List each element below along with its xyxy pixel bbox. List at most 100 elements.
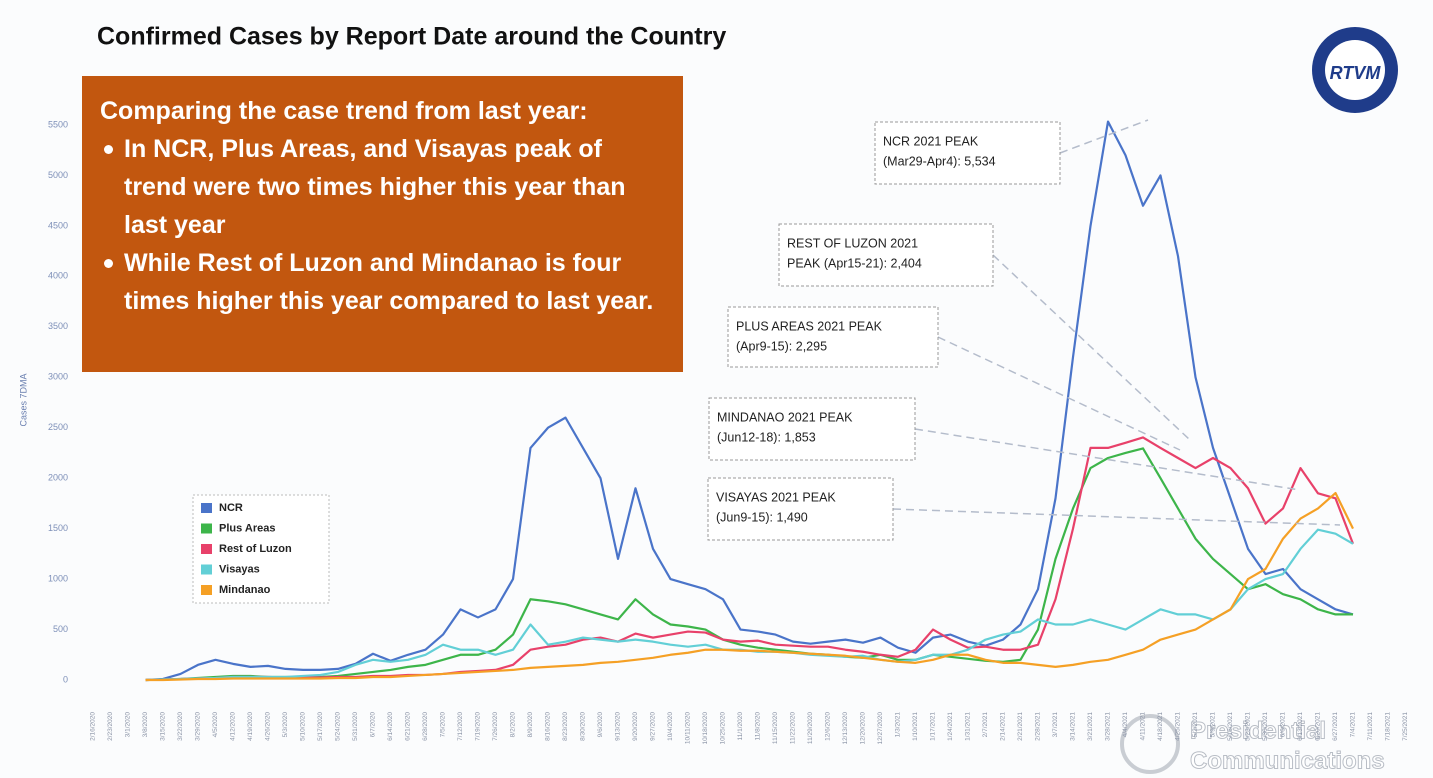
x-tick-label: 7/11/2021 <box>1367 712 1374 741</box>
annotation-text: PLUS AREAS 2021 PEAK <box>736 319 883 333</box>
x-tick-label: 2/14/2021 <box>1000 712 1007 741</box>
x-tick-label: 4/26/2020 <box>265 712 272 741</box>
x-tick-label: 10/11/2020 <box>685 712 692 744</box>
y-tick-label: 1500 <box>48 523 68 533</box>
x-tick-label: 1/17/2021 <box>930 712 937 741</box>
x-tick-label: 4/19/2020 <box>247 712 254 741</box>
annotation-text: VISAYAS 2021 PEAK <box>716 490 836 504</box>
x-tick-label: 5/3/2020 <box>282 712 289 738</box>
x-tick-label: 11/15/2020 <box>772 712 779 744</box>
y-axis-label: Cases 7DMA <box>18 373 28 426</box>
x-tick-label: 12/20/2020 <box>860 712 867 745</box>
annotation-box <box>708 397 916 461</box>
x-tick-label: 5/17/2020 <box>317 712 324 741</box>
x-tick-label: 9/13/2020 <box>615 712 622 741</box>
x-tick-label: 3/7/2021 <box>1052 712 1059 738</box>
logo-text: RTVM <box>1330 63 1382 83</box>
annotation-text: REST OF LUZON 2021 <box>787 236 918 250</box>
x-tick-label: 11/29/2020 <box>807 712 814 744</box>
x-tick-label: 9/20/2020 <box>632 712 639 741</box>
callout-heading: Comparing the case trend from last year: <box>100 97 588 125</box>
x-tick-label: 7/25/2021 <box>1402 712 1409 741</box>
annotation-text: PEAK (Apr15-21): 2,404 <box>787 256 922 270</box>
callout-list: In NCR, Plus Areas, and Visayas peak of … <box>100 130 665 320</box>
x-tick-label: 4/11/2021 <box>1140 712 1147 741</box>
x-tick-label: 2/28/2021 <box>1035 712 1042 741</box>
x-tick-label: 11/8/2020 <box>755 712 762 741</box>
annotation-text: NCR 2021 PEAK <box>883 134 979 148</box>
x-tick-label: 6/27/2021 <box>1332 712 1339 741</box>
x-tick-label: 10/4/2020 <box>667 712 674 741</box>
annotation-pointer <box>992 254 1191 441</box>
x-tick-label: 5/10/2020 <box>300 712 307 741</box>
series-line <box>145 120 1354 682</box>
x-tick-label: 4/18/2021 <box>1157 712 1164 741</box>
x-tick-label: 5/23/2021 <box>1245 712 1252 741</box>
annotation-text: (Jun12-18): 1,853 <box>717 430 816 444</box>
x-tick-label: 2/16/2020 <box>90 712 97 741</box>
x-tick-label: 2/23/2020 <box>107 712 114 741</box>
annotation-pointer <box>892 508 1341 526</box>
x-tick-label: 6/28/2020 <box>422 712 429 741</box>
x-tick-label: 7/4/2021 <box>1350 712 1357 738</box>
legend-swatch <box>201 544 212 554</box>
y-tick-label: 500 <box>53 624 68 634</box>
callout-bullet: While Rest of Luzon and Mindanao is four… <box>104 244 665 320</box>
x-tick-label: 8/30/2020 <box>580 712 587 741</box>
x-tick-label: 6/6/2021 <box>1280 712 1287 738</box>
x-tick-label: 5/16/2021 <box>1227 712 1234 741</box>
annotation-box <box>727 306 939 368</box>
legend-label: Rest of Luzon <box>219 543 292 555</box>
x-tick-label: 6/14/2020 <box>387 712 394 741</box>
x-tick-label: 7/18/2021 <box>1385 712 1392 741</box>
x-tick-label: 12/13/2020 <box>842 712 849 745</box>
series-line <box>145 447 1353 682</box>
callout-bullet: In NCR, Plus Areas, and Visayas peak of … <box>104 130 665 244</box>
legend-swatch <box>201 564 212 575</box>
x-tick-label: 9/27/2020 <box>650 712 657 741</box>
legend-swatch <box>201 503 212 513</box>
x-tick-label: 3/22/2020 <box>177 712 184 741</box>
x-tick-label: 5/2/2021 <box>1192 712 1199 738</box>
y-tick-label: 4500 <box>48 220 68 230</box>
y-tick-label: 2500 <box>48 422 68 432</box>
x-tick-label: 6/20/2021 <box>1315 712 1322 741</box>
annotation-pointer <box>1059 119 1149 154</box>
x-tick-label: 12/27/2020 <box>877 712 884 745</box>
x-tick-label: 4/5/2020 <box>212 712 219 738</box>
x-tick-label: 7/5/2020 <box>440 712 447 738</box>
x-tick-label: 4/4/2021 <box>1122 712 1129 738</box>
x-tick-label: 1/10/2021 <box>912 712 919 741</box>
annotation-text: MINDANAO 2021 PEAK <box>717 410 853 424</box>
x-tick-label: 6/21/2020 <box>405 712 412 741</box>
x-tick-label: 8/23/2020 <box>562 712 569 741</box>
annotation-text: (Mar29-Apr4): 5,534 <box>883 154 996 168</box>
annotation-box <box>707 477 894 541</box>
legend-swatch <box>201 585 212 595</box>
annotation-pointer <box>937 336 1181 451</box>
x-tick-label: 5/31/2020 <box>352 712 359 741</box>
x-tick-label: 3/14/2021 <box>1070 712 1077 741</box>
x-tick-label: 9/6/2020 <box>597 712 604 738</box>
x-tick-label: 10/18/2020 <box>702 712 709 745</box>
x-tick-label: 11/22/2020 <box>790 712 797 744</box>
x-tick-label: 7/12/2020 <box>457 712 464 741</box>
legend-label: Visayas <box>219 563 260 575</box>
y-tick-label: 4000 <box>48 271 68 281</box>
x-tick-label: 7/19/2020 <box>475 712 482 741</box>
logo-core <box>1325 40 1385 100</box>
x-tick-label: 3/21/2021 <box>1087 712 1094 741</box>
x-tick-label: 8/16/2020 <box>545 712 552 741</box>
annotation-text: (Jun9-15): 1,490 <box>716 510 808 524</box>
x-tick-label: 11/1/2020 <box>737 712 744 741</box>
annotation-box <box>778 223 994 287</box>
x-tick-label: 3/8/2020 <box>142 712 149 738</box>
annotation-text: (Apr9-15): 2,295 <box>736 339 827 353</box>
x-tick-label: 10/25/2020 <box>720 712 727 745</box>
x-tick-label: 4/25/2021 <box>1175 712 1182 741</box>
y-tick-label: 3000 <box>48 372 68 382</box>
x-tick-label: 12/6/2020 <box>825 712 832 741</box>
legend-label: Mindanao <box>219 584 271 596</box>
